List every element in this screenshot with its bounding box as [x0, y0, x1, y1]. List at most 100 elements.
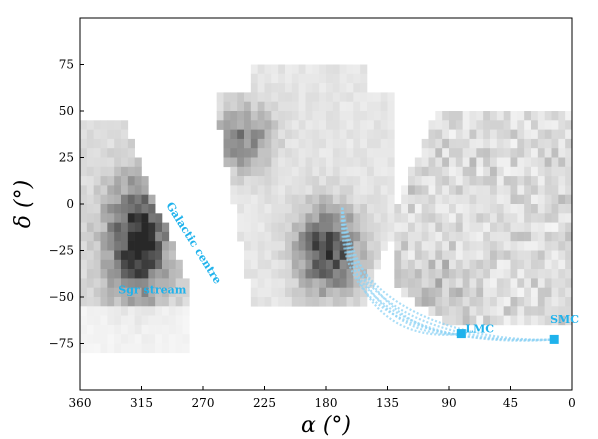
heatmap-cell [380, 194, 388, 205]
heatmap-cell [510, 297, 518, 307]
heatmap-cell [442, 306, 450, 316]
heatmap-cell [394, 269, 402, 279]
heatmap-cell [380, 101, 388, 112]
heatmap-cell [100, 231, 108, 242]
heatmap-cell [298, 148, 306, 158]
heatmap-cell [503, 157, 511, 168]
heatmap-cell [134, 306, 142, 316]
heatmap-cell [107, 241, 115, 251]
heatmap-cell [93, 222, 101, 233]
heatmap-cell [483, 278, 491, 288]
heatmap-cell [305, 213, 313, 223]
heatmap-cell [449, 213, 457, 223]
heatmap-cell [462, 111, 470, 121]
heatmap-cell [469, 111, 477, 121]
heatmap-cell [264, 259, 272, 270]
heatmap-cell [449, 185, 457, 195]
heatmap-cell [360, 287, 368, 298]
heatmap-cell [93, 297, 101, 307]
heatmap-cell [127, 269, 135, 279]
heatmap-cell [305, 92, 313, 102]
heatmap-cell [326, 73, 334, 84]
heatmap-cell [312, 194, 320, 205]
heatmap-cell [496, 185, 504, 195]
heatmap-cell [141, 287, 149, 298]
heatmap-cell [93, 315, 101, 326]
heatmap-cell [517, 315, 525, 326]
heatmap-cell [100, 213, 108, 223]
heatmap-cell [565, 241, 573, 251]
heatmap-cell [428, 213, 436, 223]
heatmap-cell [442, 297, 450, 307]
heatmap-cell [230, 92, 238, 102]
heatmap-cell [435, 222, 443, 233]
heatmap-cell [469, 138, 477, 149]
heatmap-cell [100, 166, 108, 177]
heatmap-cell [107, 231, 115, 242]
heatmap-cell [319, 148, 327, 158]
heatmap-cell [285, 148, 293, 158]
heatmap-cell [298, 250, 306, 261]
heatmap-cell [312, 111, 320, 121]
heatmap-cell [141, 231, 149, 242]
heatmap-cell [285, 129, 293, 140]
heatmap-cell [490, 185, 498, 195]
heatmap-cell [155, 269, 163, 279]
heatmap-cell [455, 297, 463, 307]
heatmap-cell [414, 213, 422, 223]
heatmap-cell [360, 148, 368, 158]
heatmap-cell [360, 83, 368, 93]
heatmap-cell [121, 259, 129, 270]
heatmap-cell [271, 185, 279, 195]
heatmap-cell [257, 166, 265, 177]
heatmap-cell [230, 120, 238, 130]
heatmap-cell [503, 138, 511, 149]
heatmap-cell [408, 287, 416, 298]
heatmap-cell [394, 204, 402, 214]
heatmap-cell [483, 194, 491, 205]
heatmap-cell [257, 157, 265, 168]
heatmap-cell [264, 176, 272, 186]
heatmap-cell [271, 250, 279, 261]
heatmap-cell [80, 315, 88, 326]
heatmap-cell [517, 176, 525, 186]
heatmap-cell [462, 306, 470, 316]
x-tick-label: 45 [503, 396, 518, 410]
heatmap-cell [312, 166, 320, 177]
heatmap-cell [353, 185, 361, 195]
heatmap-cell [285, 120, 293, 130]
heatmap-cell [387, 111, 395, 121]
heatmap-cell [114, 259, 122, 270]
heatmap-cell [551, 250, 559, 261]
heatmap-cell [271, 194, 279, 205]
heatmap-cell [408, 222, 416, 233]
heatmap-cell [93, 231, 101, 242]
heatmap-cell [86, 204, 94, 214]
heatmap-cell [107, 176, 115, 186]
heatmap-cell [428, 250, 436, 261]
heatmap-cell [162, 241, 170, 251]
heatmap-cell [353, 157, 361, 168]
heatmap-cell [134, 269, 142, 279]
heatmap-cell [551, 129, 559, 140]
heatmap-cell [86, 185, 94, 195]
heatmap-cell [244, 222, 252, 233]
heatmap-cell [503, 148, 511, 158]
heatmap-cell [127, 157, 135, 168]
heatmap-cell [503, 111, 511, 121]
heatmap-cell [107, 138, 115, 149]
heatmap-cell [175, 324, 183, 335]
heatmap-cell [524, 278, 532, 288]
heatmap-cell [223, 157, 231, 168]
heatmap-cell [517, 204, 525, 214]
heatmap-cell [278, 111, 286, 121]
heatmap-cell [353, 166, 361, 177]
heatmap-cell [305, 204, 313, 214]
heatmap-cell [332, 297, 340, 307]
heatmap-cell [360, 157, 368, 168]
heatmap-cell [551, 194, 559, 205]
heatmap-cell [134, 297, 142, 307]
heatmap-cell [271, 64, 279, 75]
heatmap-cell [360, 138, 368, 149]
heatmap-cell [517, 194, 525, 205]
